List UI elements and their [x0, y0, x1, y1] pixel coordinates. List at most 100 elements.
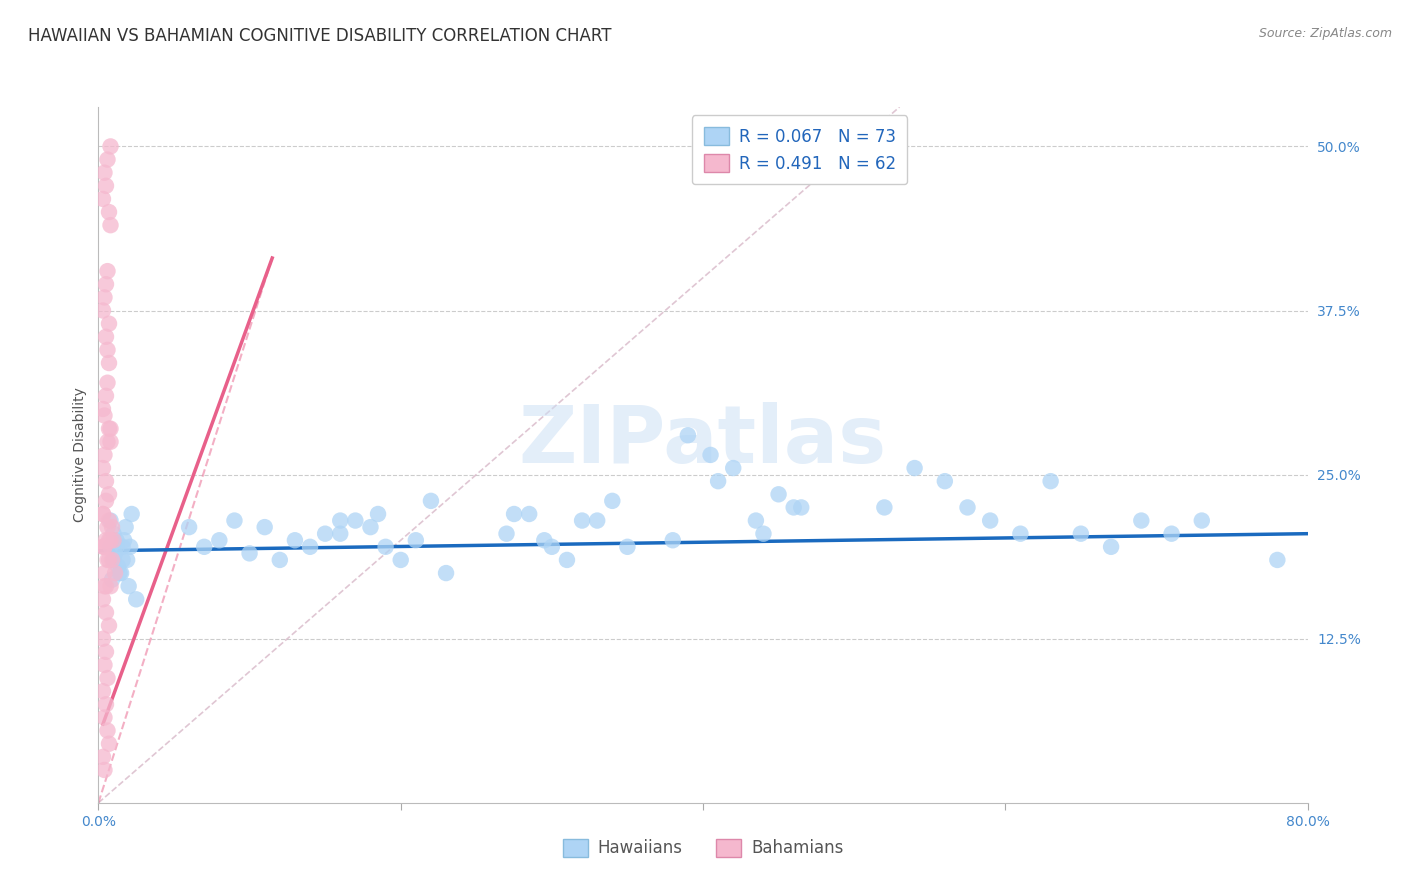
- Point: [768, 487, 790, 501]
- Point: [782, 500, 804, 515]
- Point: [91, 303, 114, 318]
- Point: [98, 422, 121, 436]
- Point: [224, 514, 246, 528]
- Point: [661, 533, 683, 548]
- Point: [934, 474, 956, 488]
- Point: [284, 533, 307, 548]
- Point: [98, 205, 121, 219]
- Point: [752, 526, 775, 541]
- Point: [115, 553, 138, 567]
- Point: [93, 290, 115, 304]
- Point: [177, 520, 201, 534]
- Point: [105, 533, 128, 548]
- Point: [93, 566, 115, 580]
- Point: [93, 579, 115, 593]
- Point: [91, 401, 114, 416]
- Point: [98, 356, 121, 370]
- Point: [329, 526, 352, 541]
- Point: [111, 540, 134, 554]
- Point: [374, 540, 396, 554]
- Point: [120, 540, 142, 554]
- Point: [555, 553, 578, 567]
- Point: [434, 566, 457, 580]
- Point: [699, 448, 721, 462]
- Point: [1160, 526, 1182, 541]
- Point: [405, 533, 427, 548]
- Point: [533, 533, 555, 548]
- Point: [616, 540, 638, 554]
- Point: [1130, 514, 1153, 528]
- Point: [503, 507, 526, 521]
- Point: [1010, 526, 1032, 541]
- Point: [101, 553, 124, 567]
- Point: [98, 553, 121, 567]
- Point: [107, 559, 129, 574]
- Point: [94, 645, 117, 659]
- Point: [94, 698, 117, 712]
- Point: [253, 520, 276, 534]
- Point: [676, 428, 699, 442]
- Point: [419, 494, 441, 508]
- Point: [1039, 474, 1062, 488]
- Text: Source: ZipAtlas.com: Source: ZipAtlas.com: [1258, 27, 1392, 40]
- Text: HAWAIIAN VS BAHAMIAN COGNITIVE DISABILITY CORRELATION CHART: HAWAIIAN VS BAHAMIAN COGNITIVE DISABILIT…: [28, 27, 612, 45]
- Y-axis label: Cognitive Disability: Cognitive Disability: [73, 387, 87, 523]
- Point: [94, 389, 117, 403]
- Point: [103, 533, 125, 548]
- Point: [93, 540, 115, 554]
- Point: [93, 166, 115, 180]
- Point: [121, 507, 143, 521]
- Point: [93, 710, 115, 724]
- Point: [91, 749, 114, 764]
- Point: [790, 500, 813, 515]
- Point: [94, 178, 117, 193]
- Point: [96, 520, 118, 534]
- Point: [979, 514, 1001, 528]
- Point: [96, 264, 118, 278]
- Point: [602, 494, 624, 508]
- Point: [94, 494, 117, 508]
- Point: [517, 507, 540, 521]
- Point: [100, 579, 122, 593]
- Point: [104, 546, 127, 560]
- Point: [100, 540, 122, 554]
- Point: [108, 566, 131, 580]
- Point: [98, 514, 121, 528]
- Point: [389, 553, 412, 567]
- Point: [94, 606, 117, 620]
- Point: [586, 514, 609, 528]
- Point: [94, 330, 117, 344]
- Point: [193, 540, 215, 554]
- Point: [540, 540, 562, 554]
- Point: [96, 343, 118, 357]
- Point: [101, 573, 124, 587]
- Point: [873, 500, 896, 515]
- Point: [367, 507, 389, 521]
- Point: [1265, 553, 1288, 567]
- Point: [93, 540, 115, 554]
- Point: [91, 507, 114, 521]
- Point: [105, 540, 128, 554]
- Point: [96, 723, 118, 738]
- Point: [571, 514, 593, 528]
- Point: [707, 474, 730, 488]
- Point: [118, 579, 141, 593]
- Point: [96, 553, 118, 567]
- Point: [100, 218, 122, 232]
- Point: [208, 533, 231, 548]
- Point: [91, 684, 114, 698]
- Point: [93, 409, 115, 423]
- Point: [114, 520, 136, 534]
- Point: [101, 520, 124, 534]
- Point: [94, 277, 117, 292]
- Point: [100, 514, 122, 528]
- Point: [239, 546, 262, 560]
- Point: [104, 566, 127, 580]
- Point: [93, 448, 115, 462]
- Point: [91, 507, 114, 521]
- Point: [98, 317, 121, 331]
- Point: [98, 737, 121, 751]
- Point: [111, 553, 134, 567]
- Point: [745, 514, 768, 528]
- Point: [721, 461, 744, 475]
